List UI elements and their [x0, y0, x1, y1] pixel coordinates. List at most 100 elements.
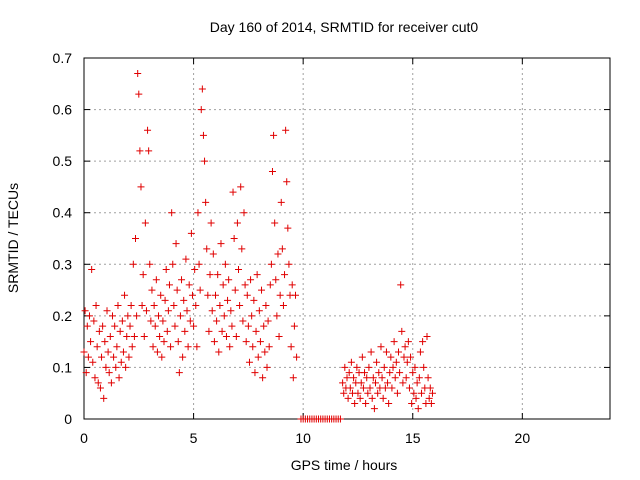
- data-point: [214, 271, 222, 279]
- data-point: [268, 167, 276, 175]
- data-point: [270, 131, 278, 139]
- data-point: [238, 245, 246, 253]
- data-point: [343, 374, 351, 382]
- data-point: [353, 363, 361, 371]
- data-point: [244, 322, 252, 330]
- data-point: [397, 281, 405, 289]
- data-point: [183, 307, 191, 315]
- data-point: [187, 229, 195, 237]
- data-point: [110, 353, 118, 361]
- data-point: [247, 276, 255, 284]
- data-point: [284, 224, 292, 232]
- data-point: [102, 363, 110, 371]
- data-point: [226, 343, 234, 351]
- data-point: [426, 384, 434, 392]
- data-point: [255, 307, 263, 315]
- data-point: [378, 374, 386, 382]
- data-point: [340, 389, 348, 397]
- data-point: [83, 322, 91, 330]
- data-point: [222, 332, 230, 340]
- data-point: [239, 317, 247, 325]
- data-point: [147, 317, 155, 325]
- data-point: [281, 271, 289, 279]
- data-point: [228, 322, 236, 330]
- data-point: [412, 394, 420, 402]
- data-point: [206, 271, 214, 279]
- data-point: [216, 302, 224, 310]
- data-point: [278, 245, 286, 253]
- data-point: [271, 219, 279, 227]
- data-point: [145, 147, 153, 155]
- data-point: [259, 374, 267, 382]
- data-point: [152, 276, 160, 284]
- data-point: [213, 317, 221, 325]
- data-point: [215, 348, 223, 356]
- data-point: [290, 322, 298, 330]
- y-tick-label: 0: [64, 411, 72, 427]
- data-point: [388, 384, 396, 392]
- data-point: [168, 209, 176, 217]
- data-point: [141, 219, 149, 227]
- data-point: [405, 384, 413, 392]
- y-tick-label: 0.5: [53, 153, 73, 169]
- data-point: [249, 343, 257, 351]
- chart-title: Day 160 of 2014, SRMTID for receiver cut…: [210, 19, 479, 35]
- axis-ticks: 0 0.1 0.2 0.3 0.4 0.5 0.6 0.7 0 5 10 15 20: [53, 50, 610, 446]
- data-point: [275, 332, 283, 340]
- y-tick-label: 0.1: [53, 359, 73, 375]
- data-point: [182, 255, 190, 263]
- data-point: [392, 358, 400, 366]
- data-point: [386, 369, 394, 377]
- data-point: [82, 369, 90, 377]
- data-point: [111, 322, 119, 330]
- data-point: [384, 379, 392, 387]
- data-point: [264, 317, 272, 325]
- data-point: [250, 296, 258, 304]
- data-point: [196, 286, 204, 294]
- data-point: [208, 307, 216, 315]
- data-point: [263, 363, 271, 371]
- data-point: [411, 363, 419, 371]
- data-point: [401, 343, 409, 351]
- data-point: [80, 348, 88, 356]
- data-point: [179, 353, 187, 361]
- data-point: [220, 312, 228, 320]
- data-point: [138, 302, 146, 310]
- data-point: [180, 296, 188, 304]
- x-tick-label: 15: [405, 430, 421, 446]
- data-point: [114, 302, 122, 310]
- data-point: [118, 317, 126, 325]
- data-point: [351, 400, 359, 408]
- data-point: [191, 265, 199, 273]
- data-point: [126, 322, 134, 330]
- data-point: [341, 363, 349, 371]
- data-point: [203, 245, 211, 253]
- data-point: [253, 271, 261, 279]
- data-point: [230, 235, 238, 242]
- data-point: [282, 126, 290, 134]
- data-point: [283, 178, 291, 186]
- x-tick-label: 0: [80, 430, 88, 446]
- data-point: [393, 389, 401, 397]
- data-point: [279, 302, 287, 310]
- data-points: [80, 69, 436, 423]
- data-point: [293, 353, 301, 361]
- data-point: [132, 235, 140, 242]
- data-point: [369, 374, 377, 382]
- data-point: [157, 291, 165, 299]
- data-point: [123, 332, 131, 340]
- data-point: [344, 394, 352, 402]
- data-point: [95, 327, 103, 335]
- data-point: [373, 358, 381, 366]
- data-point: [170, 302, 178, 310]
- data-point: [252, 327, 260, 335]
- data-point: [175, 369, 183, 377]
- data-point: [362, 400, 370, 408]
- data-point: [389, 363, 397, 371]
- data-point: [424, 374, 432, 382]
- data-point: [173, 286, 181, 294]
- data-point: [199, 131, 207, 139]
- data-point: [125, 353, 133, 361]
- data-point: [151, 322, 159, 330]
